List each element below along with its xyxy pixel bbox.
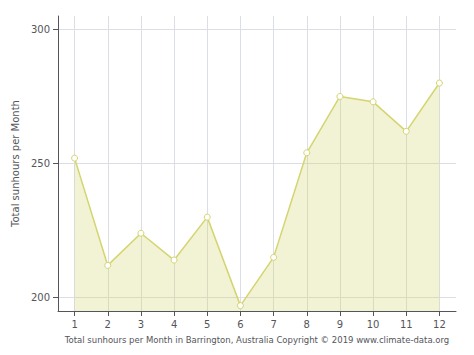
svg-text:200: 200 (31, 292, 50, 303)
svg-text:4: 4 (171, 319, 177, 330)
svg-text:10: 10 (367, 319, 380, 330)
svg-text:9: 9 (337, 319, 343, 330)
svg-text:11: 11 (400, 319, 413, 330)
svg-text:1: 1 (71, 319, 77, 330)
svg-text:Total sunhours per Month: Total sunhours per Month (10, 100, 21, 228)
svg-text:300: 300 (31, 24, 50, 35)
svg-text:6: 6 (237, 319, 243, 330)
svg-text:8: 8 (304, 319, 310, 330)
svg-text:5: 5 (204, 319, 210, 330)
svg-text:12: 12 (433, 319, 446, 330)
svg-text:250: 250 (31, 158, 50, 169)
svg-text:Total sunhours per Month in Ba: Total sunhours per Month in Barrington, … (64, 335, 449, 345)
svg-text:7: 7 (270, 319, 276, 330)
svg-text:3: 3 (138, 319, 144, 330)
svg-text:2: 2 (105, 319, 111, 330)
